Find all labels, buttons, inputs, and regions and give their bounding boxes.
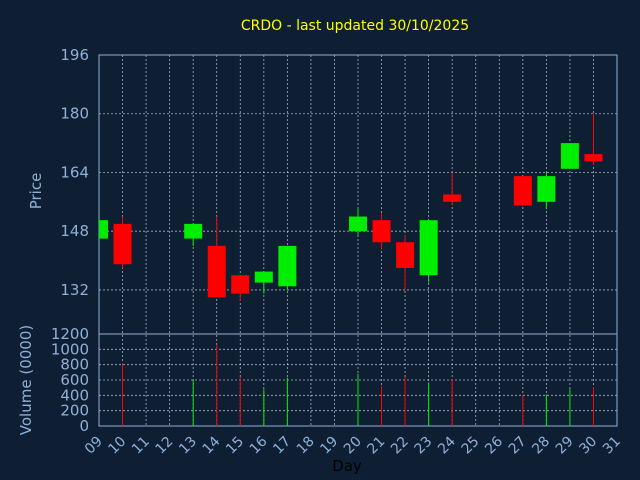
x-tick-label: 09 — [82, 434, 106, 458]
x-tick-label: 28 — [529, 434, 553, 458]
x-tick-label: 21 — [364, 434, 388, 458]
candle-body — [207, 245, 226, 298]
volume-tick-label: 0 — [79, 417, 89, 435]
price-tick-label: 132 — [60, 281, 89, 299]
candle-body — [419, 220, 438, 276]
chart-title: CRDO - last updated 30/10/2025 — [241, 18, 469, 34]
x-tick-label: 25 — [459, 434, 483, 458]
candle-body — [560, 143, 579, 169]
x-tick-label: 30 — [576, 434, 600, 458]
volume-tick-label: 200 — [60, 402, 89, 420]
x-tick-label: 26 — [482, 433, 506, 457]
price-tick-label: 148 — [60, 222, 89, 240]
price-tick-label: 164 — [60, 163, 89, 181]
volume-tick-label: 1200 — [51, 325, 89, 343]
x-tick-label: 17 — [270, 434, 294, 458]
volume-tick-label: 600 — [60, 371, 89, 389]
candles — [99, 113, 603, 301]
x-tick-label: 12 — [153, 434, 177, 458]
candle-body — [396, 242, 415, 268]
x-tick-label: 20 — [341, 434, 365, 458]
candle-body — [513, 176, 532, 206]
x-tick-label: 22 — [388, 434, 412, 458]
candle-body — [349, 216, 367, 232]
price-axis-label: Price — [27, 173, 45, 210]
volume-tick-label: 800 — [60, 356, 89, 374]
x-tick-label: 27 — [506, 434, 530, 458]
x-tick-label: 19 — [317, 434, 341, 458]
x-tick-label: 14 — [200, 433, 224, 457]
candle-body — [537, 176, 556, 202]
x-tick-label: 16 — [247, 433, 271, 457]
x-tick-label: 10 — [105, 434, 129, 458]
x-tick-label: 23 — [412, 434, 436, 458]
volume-axis-label: Volume (0000) — [17, 325, 35, 435]
x-tick-label: 29 — [553, 434, 577, 458]
candle-body — [231, 275, 250, 294]
price-panel: 196 180 164 148 132 — [60, 46, 618, 426]
volume-tick-label: 1000 — [51, 340, 89, 358]
x-tick-label: 24 — [435, 433, 459, 457]
candle-body — [372, 220, 391, 243]
x-tick-label: 11 — [129, 434, 153, 458]
candle-body — [184, 223, 203, 239]
x-tick-label: 15 — [223, 434, 247, 458]
candle-body — [443, 194, 462, 202]
candle-body — [254, 271, 273, 283]
price-tick-label: 180 — [60, 105, 89, 123]
x-tick-label: 31 — [600, 434, 624, 458]
candle-body — [99, 220, 108, 239]
x-axis-label: Day — [332, 457, 362, 475]
candle-body — [584, 154, 603, 162]
x-tick-label: 13 — [176, 434, 200, 458]
x-tick-label: 18 — [294, 434, 318, 458]
volume-tick-label: 400 — [60, 386, 89, 404]
candle-body — [113, 223, 132, 265]
candle-body — [278, 245, 297, 287]
price-tick-label: 196 — [60, 46, 89, 64]
